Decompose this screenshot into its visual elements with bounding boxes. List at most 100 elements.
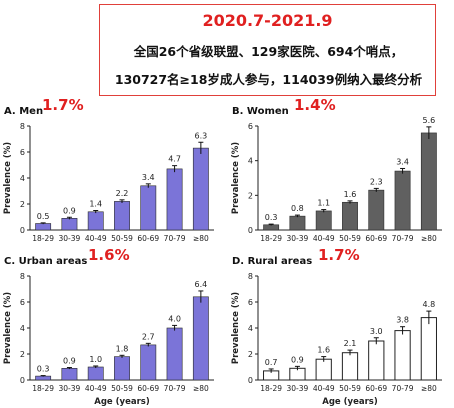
x-tick-label: 18-29 [32,234,54,243]
bar [192,296,209,381]
data-label: 5.6 [422,116,435,125]
y-tick-label: 4 [20,324,25,333]
x-tick-label: 60-69 [137,384,159,393]
x-tick-label: ≥80 [193,384,209,393]
x-tick-label: 50-59 [111,384,133,393]
bar-chart-svg: 0 2 4 6 8 Prevalence (%) 0.3 18-29 0.9 30-39 1.0 40… [3,272,214,407]
bar [394,170,411,231]
x-tick-label: 70-79 [164,234,186,243]
y-tick-label: 2 [248,350,253,359]
bar-chart-svg: 0 2 4 6 8 Prevalence (%) 0.5 18-29 0.9 30-39 1.4 40… [3,122,214,243]
x-tick-label: 30-39 [59,234,81,243]
y-tick-label: 8 [248,272,253,281]
data-label: 0.5 [37,212,50,221]
bar [368,340,385,381]
x-tick-label: 18-29 [32,384,54,393]
bar-chart-svg: 0 2 4 6 8 Prevalence (%) 0.7 18-29 0.9 30-39 1.6 40… [231,272,442,407]
bar [420,132,437,231]
x-tick-label: 30-39 [287,234,309,243]
x-tick-label: 50-59 [111,234,133,243]
x-tick-label: 40-49 [85,384,107,393]
bar [341,352,359,381]
bar [87,366,104,381]
bar [35,223,52,231]
header-summary-line-2: 130727名≥18岁成人参与，114039例纳入最终分析 [114,72,423,87]
y-tick-label: 6 [248,122,253,131]
y-tick-label: 0 [20,376,25,385]
panel-title: C. Urban areas [4,256,88,267]
bar-chart-svg: 0 2 4 6 Prevalence (%) 0.3 18-29 0.8 30-39 1.1 40-… [231,116,442,243]
data-label: 1.0 [89,355,102,364]
y-tick-label: 2 [248,191,253,200]
data-label: 1.6 [344,190,357,199]
y-axis-label: Prevalence (%) [231,292,241,364]
bar [61,368,78,381]
x-tick-label: 30-39 [59,384,81,393]
data-label: 0.8 [291,204,304,213]
bar [394,330,411,381]
data-label: 0.7 [265,358,278,367]
bar [140,185,157,231]
bar [289,215,306,231]
x-tick-label: 60-69 [365,234,387,243]
x-axis-label: Age (years) [322,397,378,407]
chart-panel-women: B. Women 1.4% 0 2 4 6 Prevalence (%) 0.3 18-29… [230,96,450,250]
data-label: 4.7 [168,155,181,164]
data-label: 2.3 [370,177,383,186]
header-box: 2020.7-2021.9 全国26个省级联盟、129家医院、694个哨点， 1… [99,4,436,96]
x-tick-label: ≥80 [193,234,209,243]
x-tick-label: 40-49 [85,234,107,243]
y-axis-label: Prevalence (%) [3,292,13,364]
bar [114,356,130,381]
x-tick-label: 70-79 [164,384,186,393]
data-label: 1.6 [317,346,330,355]
data-label: 0.9 [63,357,76,366]
x-tick-label: 18-29 [260,234,282,243]
bar [166,168,183,231]
y-tick-label: 6 [20,298,25,307]
x-tick-label: ≥80 [421,384,437,393]
x-axis-label: Age (years) [94,397,150,407]
data-label: 3.8 [396,316,409,325]
data-label: 2.1 [344,339,357,348]
bar [61,218,78,231]
y-tick-label: 0 [20,226,25,235]
y-axis-label: Prevalence (%) [231,142,241,214]
x-tick-label: 40-49 [313,384,335,393]
y-tick-label: 4 [20,174,25,183]
header-summary-line-1: 全国26个省级联盟、129家医院、694个哨点， [133,44,404,59]
bar [140,344,157,381]
y-tick-label: 8 [20,122,25,131]
bar [315,210,332,231]
y-tick-label: 0 [248,376,253,385]
y-axis-label: Prevalence (%) [3,142,13,214]
y-tick-label: 2 [20,200,25,209]
y-tick-label: 8 [20,272,25,281]
bar [315,358,332,381]
header-title: 2020.7-2021.9 [202,11,333,30]
bar [114,201,130,231]
chart-panel-rural: D. Rural areas 1.7% 0 2 4 6 8 Prevalence (%) 0… [230,246,450,407]
x-tick-label: 50-59 [339,234,361,243]
x-tick-label: 30-39 [287,384,309,393]
x-tick-label: 60-69 [137,234,159,243]
x-tick-label: ≥80 [421,234,437,243]
data-label: 6.4 [194,280,207,289]
x-tick-label: 50-59 [339,384,361,393]
x-tick-label: 60-69 [365,384,387,393]
data-label: 1.1 [317,199,330,208]
panel-title: A. Men [4,106,44,117]
panel-highlight: 1.7% [42,96,84,114]
data-label: 3.0 [370,327,383,336]
y-tick-label: 4 [248,324,253,333]
y-tick-label: 0 [248,226,253,235]
bar [263,224,280,231]
chart-panel-men: A. Men 1.7% 0 2 4 6 8 Prevalence (%) 0.5 18-29 0… [2,96,222,250]
y-tick-label: 2 [20,350,25,359]
data-label: 0.9 [63,206,76,215]
data-label: 0.3 [37,365,50,374]
data-label: 2.2 [116,189,129,198]
x-tick-label: 70-79 [392,234,414,243]
bar [166,327,183,381]
x-tick-label: 18-29 [260,384,282,393]
